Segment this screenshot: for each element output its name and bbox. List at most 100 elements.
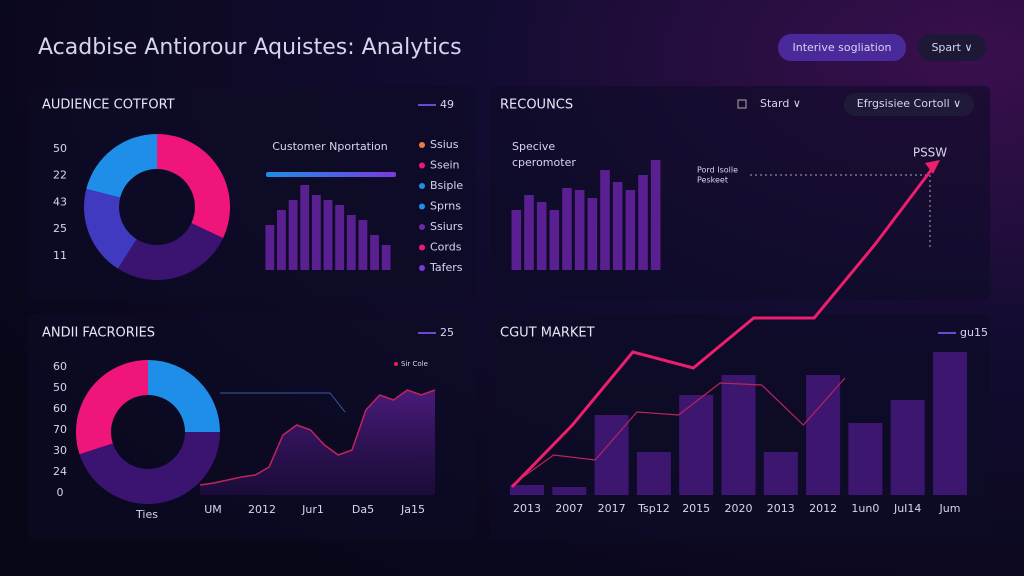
x-label: Da5 [352,503,374,516]
x-label: 1un0 [851,502,879,515]
x-label: UM [204,503,222,516]
donut-segment [76,360,148,455]
legend-dot [394,362,398,366]
bar [277,210,286,270]
bar [536,202,547,270]
legend-label: Ssein [430,159,460,172]
subtitle: cperomoter [512,156,576,169]
bar [346,215,356,270]
line [510,164,937,489]
connector [220,392,346,413]
bar [265,225,275,270]
bar [552,487,587,495]
bar [510,485,544,495]
icon [737,99,747,109]
legend-dot [419,203,425,210]
bar [636,452,671,495]
bar [323,200,333,270]
axis-label: 60 [53,360,67,373]
x-label: JuI14 [893,502,921,515]
donut-segment [157,134,230,239]
area [200,390,435,495]
donut-segment [148,360,220,432]
badge: 49 [440,98,454,111]
legend-label: Ssius [430,138,459,151]
bar [763,452,798,495]
line [511,377,846,486]
legend-dot [419,162,425,169]
bar [358,220,368,270]
axis-label: 43 [53,195,67,208]
donut-segment [86,134,157,198]
axis-label: 25 [53,222,67,235]
dropdown[interactable] [844,93,974,116]
x-label: 2012 [248,503,276,516]
bar [370,235,379,270]
x-label: 2013 [767,502,795,515]
axis-label: 24 [53,465,67,478]
action-button[interactable] [778,34,906,61]
bar [625,190,636,270]
x-label: 2012 [809,502,837,515]
bar [562,188,572,270]
badge: gu15 [960,326,988,339]
legend-label: Sprns [430,200,461,213]
donut-segment [117,223,224,280]
bar [721,375,756,495]
bar [574,190,585,270]
legend-label: Cords [430,241,462,254]
bar [638,175,648,270]
bar [806,375,841,495]
annotation: Peskeet [697,176,728,185]
callout: PSSW [913,146,947,160]
dropdown[interactable] [918,34,986,61]
axis-label: 50 [53,381,67,394]
legend-dot [419,224,425,230]
axis-label: 22 [53,169,67,182]
legend-label: Bsiple [430,179,463,192]
dropdown-label[interactable]: Spart ∨ [931,41,972,54]
axis-label: 0 [57,486,64,499]
panel-title: AUDIENCE COTFORT [42,98,175,113]
bar [679,395,714,495]
bar [650,160,661,270]
bar [890,400,925,495]
donut-segment [79,432,221,504]
bar [511,210,522,270]
bar [848,423,883,495]
page-title: Acadbise Antiorour Aquistes: Analytics [38,35,462,60]
x-label: 2020 [725,502,753,515]
bar [288,200,298,270]
bar [335,205,345,270]
legend-label: Tafers [429,261,463,274]
x-label: Jum [939,502,961,515]
control: Stard ∨ [760,97,801,110]
area-line [199,389,436,486]
bar [612,182,623,270]
legend-dot [419,142,425,148]
legend-dot [419,244,425,251]
badge: 25 [440,326,454,339]
x-label: 2015 [682,502,710,515]
x-label: 2013 [513,502,541,515]
panel-title: RECOUNCS [500,98,573,113]
annotation: Pord Isolle [697,166,738,175]
x-label: Tsp12 [637,502,670,515]
bar [933,352,967,495]
bar [381,245,391,270]
button-label[interactable]: Interive sogliation [792,41,891,54]
arrow-head [925,160,940,174]
bar [300,185,310,270]
axis-label: 11 [53,249,67,262]
progress-bar [266,172,396,177]
subtitle: Customer Nportation [272,140,388,153]
bar [600,170,610,270]
axis-label: 30 [53,444,67,457]
legend-dot [419,265,425,271]
x-label: Ties [135,508,158,521]
x-label: 2017 [598,502,626,515]
x-label: Ja15 [400,503,425,516]
subtitle: Specive [512,140,555,153]
